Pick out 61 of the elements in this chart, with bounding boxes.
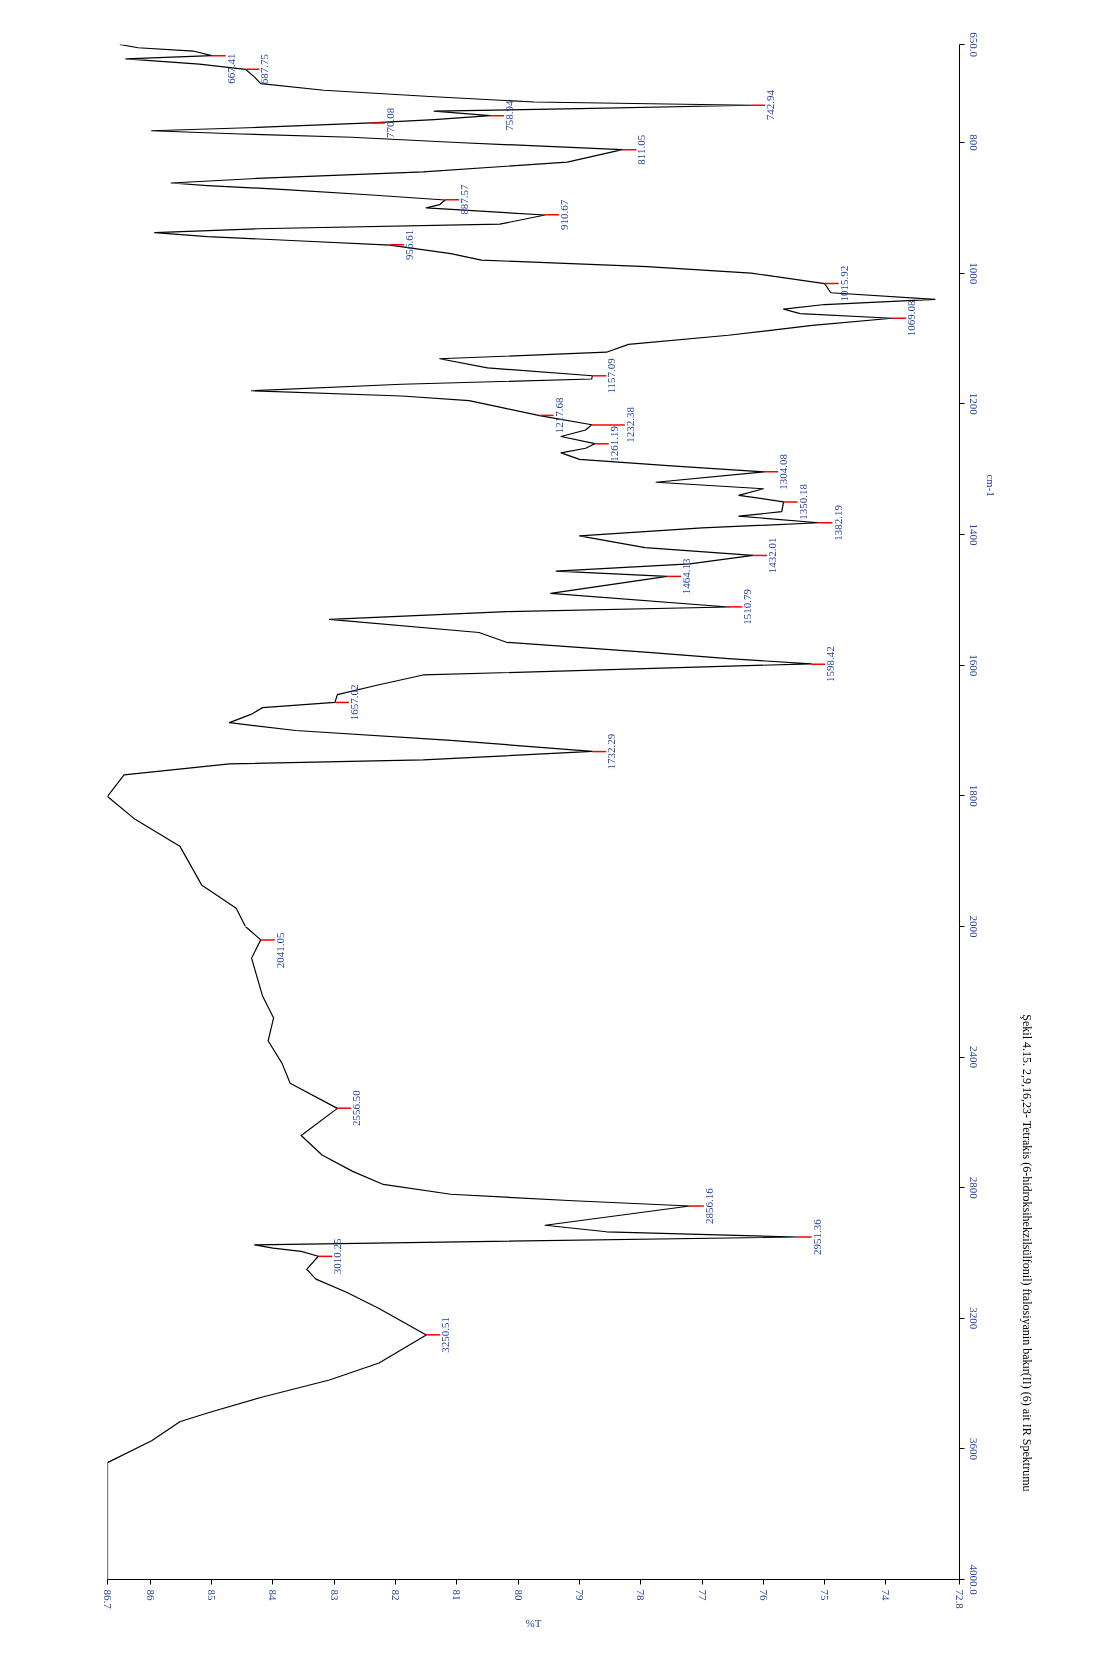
x-tick-label: 86.7 <box>102 1589 114 1610</box>
y-axis-title: cm-1 <box>984 474 997 497</box>
x-tick-label: 86 <box>144 1589 157 1601</box>
annotation: 1217.68 <box>552 397 565 434</box>
y-tick-label: 2800 <box>967 1176 980 1200</box>
annotation: 1657.02 <box>347 684 360 721</box>
annotation: 956.61 <box>403 229 416 260</box>
y-tick-label: 800 <box>967 134 980 152</box>
annotation: 2856.16 <box>702 1187 715 1224</box>
annotation: 1304.08 <box>776 453 789 490</box>
x-tick-label: 80 <box>512 1589 525 1601</box>
x-tick-label: 82 <box>390 1589 403 1601</box>
x-tick-label: 81 <box>451 1589 464 1601</box>
annotation: 3250.51 <box>439 1316 452 1353</box>
annotation: 1069.08 <box>905 299 918 337</box>
annotation: 667.41 <box>224 53 237 84</box>
annotation: 2556.50 <box>350 1089 363 1127</box>
x-axis-title: %T <box>525 1616 542 1629</box>
annotation: 1598.42 <box>824 646 837 683</box>
annotation: 1732.29 <box>605 733 618 770</box>
x-tick-label: 75 <box>819 1589 832 1601</box>
x-tick-label: 79 <box>573 1589 586 1601</box>
annotation: 742.94 <box>764 89 777 121</box>
annotation: 3010.25 <box>331 1237 344 1275</box>
y-tick-label: 1600 <box>967 654 980 677</box>
y-tick-label: 1400 <box>967 523 980 546</box>
y-tick-label: 2000 <box>967 915 980 938</box>
annotation: 2041.05 <box>273 932 286 969</box>
annotation: 1464.13 <box>680 558 693 595</box>
annotation: 1157.09 <box>605 357 618 394</box>
x-tick-label: 74 <box>880 1589 893 1601</box>
y-tick-label: 1800 <box>967 784 980 808</box>
x-tick-label: 84 <box>267 1589 280 1601</box>
y-tick-label: 3600 <box>967 1437 980 1461</box>
annotation: 687.75 <box>258 53 271 85</box>
y-tick-label: 1000 <box>967 262 980 285</box>
y-tick-label: 1200 <box>967 392 980 416</box>
x-tick-label: 77 <box>696 1589 709 1601</box>
y-tick-label: 650.0 <box>967 32 980 58</box>
x-tick-label: 76 <box>757 1589 770 1601</box>
annotation: 1232.38 <box>623 406 636 443</box>
annotation: 1432.01 <box>765 537 778 574</box>
text: Şekil 4.15. 2,9,16,23- Tetrakis (6-hidroksihekzilsülfonil) ftalosiyanin bakır(II) (6) ait IR Spektrumu <box>1019 1014 1034 1492</box>
y-tick-label: 3200 <box>967 1307 980 1330</box>
annotation: 2951.36 <box>810 1218 823 1255</box>
x-tick-label: 78 <box>635 1589 648 1601</box>
x-tick-label: 83 <box>328 1589 341 1601</box>
annotation: 1261.19 <box>607 425 620 462</box>
annotation: 1510.79 <box>741 588 754 625</box>
annotation: 1350.18 <box>796 483 809 520</box>
annotation: 910.67 <box>558 199 571 230</box>
annotation: 1015.92 <box>837 265 850 302</box>
annotation: 887.57 <box>458 184 471 215</box>
x-tick-label: 85 <box>206 1589 219 1601</box>
y-tick-label: 4000.0 <box>967 1564 980 1596</box>
annotation: 758.94 <box>502 100 515 131</box>
annotation: 811.05 <box>635 134 648 165</box>
annotation: 770.08 <box>384 107 397 139</box>
x-tick-label: 72.8 <box>954 1589 966 1610</box>
annotation: 1382.19 <box>831 504 844 541</box>
y-tick-label: 2400 <box>967 1046 980 1069</box>
